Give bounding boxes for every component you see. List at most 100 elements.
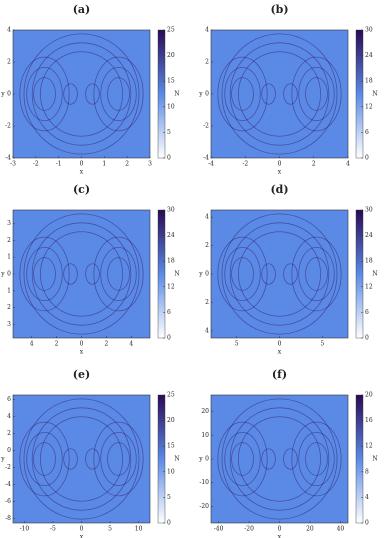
pattern-lobe (100, 431, 137, 487)
heatmap-background (211, 30, 348, 158)
y-tick-label: 3 (7, 321, 11, 328)
x-tick-label: 5 (320, 341, 324, 348)
pattern-lobe (224, 246, 261, 302)
pattern-lobe (291, 56, 342, 132)
colorbar (355, 29, 364, 159)
colorbar-tick-label: 30 (365, 207, 373, 214)
y-tick-label: 2 (205, 299, 209, 306)
pattern-lobe (33, 442, 56, 476)
heatmap-background (211, 395, 348, 523)
panel-title: (e) (73, 368, 90, 381)
colorbar-label: N (174, 456, 179, 463)
heatmap-pattern (19, 213, 144, 335)
pattern-lobe (217, 236, 268, 312)
pattern-lobe (305, 442, 328, 476)
y-tick-label: 4 (205, 214, 209, 221)
heatmap-background (13, 30, 150, 158)
heatmap-pattern (19, 33, 144, 155)
colorbar (157, 394, 166, 524)
y-tick-label: 4 (7, 413, 11, 420)
pattern-lobe (19, 236, 70, 312)
pattern-lobe (26, 431, 63, 487)
x-tick-label: 10 (135, 526, 143, 533)
x-axis-label: x (80, 534, 84, 538)
colorbar-tick-label: 30 (167, 207, 175, 214)
x-tick-label: -2 (242, 161, 248, 168)
colorbar-tick-label: 0 (167, 155, 171, 162)
colorbar-tick-label: 5 (167, 494, 171, 501)
pattern-lobe (217, 421, 268, 497)
colorbar-tick-label: 10 (167, 103, 175, 110)
colorbar-tick-label: 18 (365, 258, 373, 265)
pattern-core (85, 448, 100, 470)
y-tick-label: 0 (205, 456, 209, 463)
colorbar (355, 209, 364, 339)
x-tick-label: -3 (10, 161, 16, 168)
colorbar-tick-label: 0 (167, 335, 171, 342)
pattern-lobe (291, 421, 342, 497)
pattern-ring (229, 407, 330, 511)
heatmap-background (13, 395, 150, 523)
x-tick-label: 0 (278, 161, 282, 168)
panel-title: (a) (73, 3, 91, 16)
pattern-ring (23, 398, 140, 520)
pattern-ring (237, 231, 321, 317)
colorbar-tick-label: 12 (365, 283, 373, 290)
y-axis-label: y (198, 456, 203, 463)
x-tick-label: 1 (102, 161, 106, 168)
pattern-core (63, 83, 78, 105)
colorbar-tick-label: 30 (365, 27, 373, 34)
colorbar-tick-label: 6 (365, 309, 369, 316)
y-tick-label: -10 (199, 479, 209, 486)
pattern-lobe (93, 421, 144, 497)
pattern-ring (31, 222, 132, 326)
pattern-ring (229, 222, 330, 326)
colorbar-label: N (372, 271, 377, 278)
pattern-lobe (107, 77, 130, 111)
y-tick-label: 1 (7, 254, 11, 261)
x-tick-label: 5 (108, 526, 112, 533)
pattern-core (283, 448, 298, 470)
pattern-lobe (26, 66, 63, 122)
pattern-lobe (298, 66, 335, 122)
pattern-lobe (298, 431, 335, 487)
y-axis-label: y (198, 271, 203, 278)
y-tick-label: -2 (5, 464, 11, 471)
colorbar-tick-label: 18 (167, 258, 175, 265)
y-tick-label: -20 (199, 503, 209, 510)
colorbar-tick-label: 12 (365, 103, 373, 110)
pattern-ring (40, 416, 123, 502)
pattern-lobe (19, 56, 70, 132)
x-tick-label: 0 (278, 526, 282, 533)
y-tick-label: 2 (205, 59, 209, 66)
x-axis-label: x (80, 169, 84, 176)
colorbar-tick-label: 24 (365, 52, 373, 59)
colorbar-tick-label: 0 (365, 155, 369, 162)
x-tick-label: 2 (312, 161, 316, 168)
x-tick-label: 0 (80, 526, 84, 533)
pattern-lobe (291, 236, 342, 312)
pattern-core (85, 83, 100, 105)
y-tick-label: 1 (7, 287, 11, 294)
colorbar-tick-label: 25 (167, 392, 175, 399)
colorbar-tick-label: 0 (365, 335, 369, 342)
pattern-lobe (231, 442, 254, 476)
colorbar (355, 394, 364, 524)
colorbar-tick-label: 24 (167, 232, 175, 239)
pattern-core (63, 448, 78, 470)
x-tick-label: 2 (55, 341, 59, 348)
x-tick-label: 20 (306, 526, 314, 533)
y-tick-label: 4 (7, 27, 11, 34)
pattern-ring (237, 51, 321, 137)
colorbar-label: N (174, 91, 179, 98)
x-tick-label: 0 (278, 341, 282, 348)
pattern-ring (221, 213, 338, 335)
x-tick-label: -1 (56, 161, 62, 168)
pattern-lobe (107, 442, 130, 476)
pattern-ring (31, 42, 132, 146)
x-tick-label: 4 (346, 161, 350, 168)
colorbar-tick-label: 18 (365, 78, 373, 85)
